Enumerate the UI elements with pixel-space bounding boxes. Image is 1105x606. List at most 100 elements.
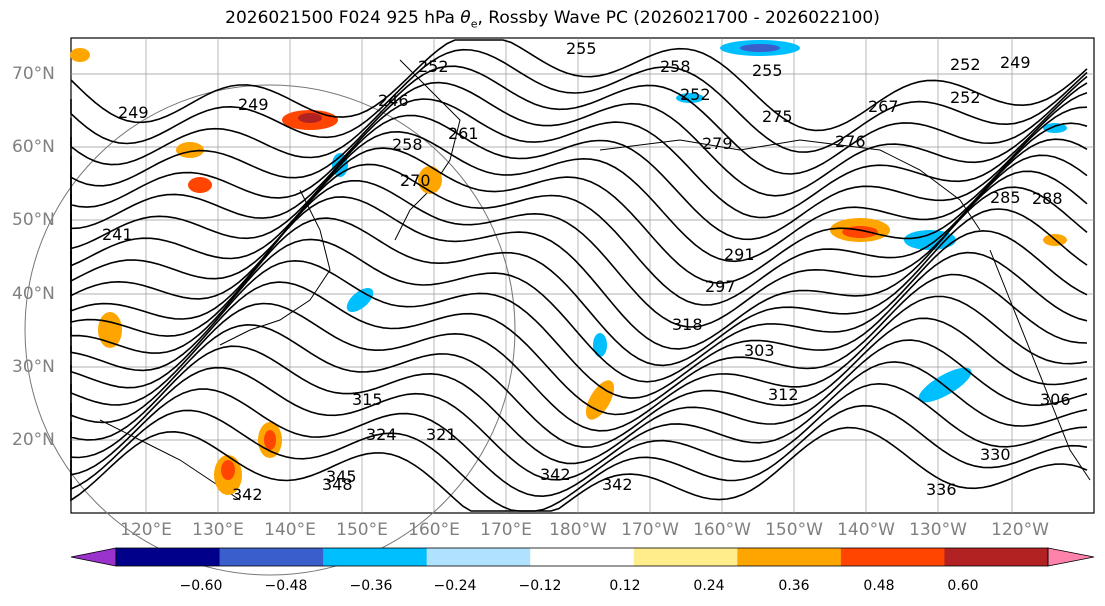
colorbar-tick-label: −0.48	[264, 578, 308, 594]
lon-label: 180°W	[549, 520, 607, 540]
contour-label: 258	[392, 135, 423, 154]
colorbar-bin	[116, 548, 221, 566]
contour-line	[70, 404, 1088, 512]
contour-label: 291	[724, 245, 755, 264]
map-frame	[70, 37, 1095, 514]
lat-label: 70°N	[12, 64, 55, 84]
contour-label: 288	[1032, 189, 1063, 208]
contour-line	[70, 81, 1088, 197]
colorbar-tick-label: 0.24	[693, 578, 725, 594]
contour-label: 276	[835, 132, 866, 151]
contour-line	[70, 65, 1088, 175]
contour-label: 324	[366, 425, 397, 444]
lon-label: 130°W	[909, 520, 967, 540]
colorbar-bin	[737, 548, 842, 566]
lon-label: 160°W	[693, 520, 751, 540]
contour-line	[70, 251, 1088, 399]
contour-line	[70, 317, 1088, 448]
contour-label: 270	[400, 171, 431, 190]
contour-line	[70, 39, 1088, 132]
colorbar-bin	[840, 548, 945, 566]
contour-label: 342	[540, 465, 571, 484]
colorbar-frame	[115, 547, 1049, 567]
colorbar-tick-label: 0.36	[778, 578, 810, 594]
colorbar-tick-label: 0.12	[609, 578, 641, 594]
contour-label: 258	[660, 57, 691, 76]
contour-label: 315	[352, 390, 383, 409]
lon-label: 130°E	[192, 520, 244, 540]
plot-title: 2026021500 F024 925 hPa θe, Rossby Wave …	[225, 8, 880, 31]
contour-label: 297	[705, 277, 736, 296]
graticule	[71, 38, 1094, 513]
contour-labels: 255 258 255 252 249 252 246 249 252 252 …	[102, 39, 1071, 504]
contour-line	[70, 361, 1088, 481]
colorbar-tick-label: 0.48	[863, 578, 895, 594]
contour-label: 252	[680, 85, 711, 104]
colorbar-extend-high	[1047, 547, 1095, 567]
domain-circle	[24, 84, 516, 576]
colorbar-tick-label: −0.36	[349, 578, 393, 594]
contour-line	[70, 273, 1088, 416]
colorbar-bin	[323, 548, 428, 566]
colorbar-bin	[219, 548, 324, 566]
contour-line	[70, 138, 1088, 285]
contour-line	[70, 122, 1088, 263]
colorbar-extend-low	[70, 547, 117, 567]
contour-line	[70, 426, 1088, 512]
colorbar-tick-label: −0.12	[518, 578, 562, 594]
colorbar	[70, 547, 1095, 567]
contour-label: 275	[762, 107, 793, 126]
colorbar-bin	[426, 548, 531, 566]
contour-label: 249	[238, 95, 269, 114]
lat-label: 50°N	[12, 210, 55, 230]
contour-line	[70, 170, 1088, 328]
contour-label: 255	[752, 61, 783, 80]
contour-label: 336	[926, 480, 957, 499]
lat-label: 30°N	[12, 357, 55, 377]
contour-label: 252	[950, 88, 981, 107]
lon-label: 140°W	[837, 520, 895, 540]
contour-line	[70, 229, 1088, 383]
theta-e-contours	[70, 39, 1088, 512]
contour-label: 249	[118, 103, 149, 122]
contour-label: 285	[990, 188, 1021, 207]
contour-label: 321	[426, 425, 457, 444]
contour-line	[70, 382, 1088, 498]
lon-label: 170°E	[480, 520, 532, 540]
lat-label: 40°N	[12, 284, 55, 304]
lon-label: 160°E	[408, 520, 460, 540]
colorbar-bin	[944, 548, 1049, 566]
contour-label: 306	[1040, 390, 1071, 409]
lon-label: 140°E	[264, 520, 316, 540]
contour-line	[70, 48, 1088, 153]
contour-label: 255	[566, 39, 597, 58]
contour-line	[70, 208, 1088, 367]
contour-line	[70, 154, 1088, 306]
contour-line	[70, 339, 1088, 465]
contour-line	[70, 186, 1088, 350]
lat-label: 20°N	[12, 430, 55, 450]
colorbar-tick-label: 0.60	[947, 578, 979, 594]
contour-label: 279	[702, 134, 733, 153]
contour-label: 345	[326, 467, 357, 486]
contour-label: 261	[448, 124, 479, 143]
contour-label: 241	[102, 225, 133, 244]
lon-label: 120°E	[120, 520, 172, 540]
contour-line	[70, 295, 1088, 432]
contour-label: 267	[868, 97, 899, 116]
contour-line	[70, 106, 1088, 241]
colorbar-bin	[530, 548, 635, 566]
colorbar-tick-label: −0.24	[433, 578, 477, 594]
contour-label: 252	[950, 55, 981, 74]
contour-label: 318	[672, 315, 703, 334]
contour-label: 312	[768, 385, 799, 404]
contour-line	[70, 92, 1088, 219]
lon-label: 150°E	[336, 520, 388, 540]
colorbar-tick-label: −0.60	[179, 578, 223, 594]
lon-label: 120°W	[991, 520, 1049, 540]
lon-label: 170°W	[621, 520, 679, 540]
contour-label: 249	[1000, 53, 1031, 72]
contour-label: 342	[232, 485, 263, 504]
contour-label: 342	[602, 475, 633, 494]
contour-label: 303	[744, 341, 775, 360]
